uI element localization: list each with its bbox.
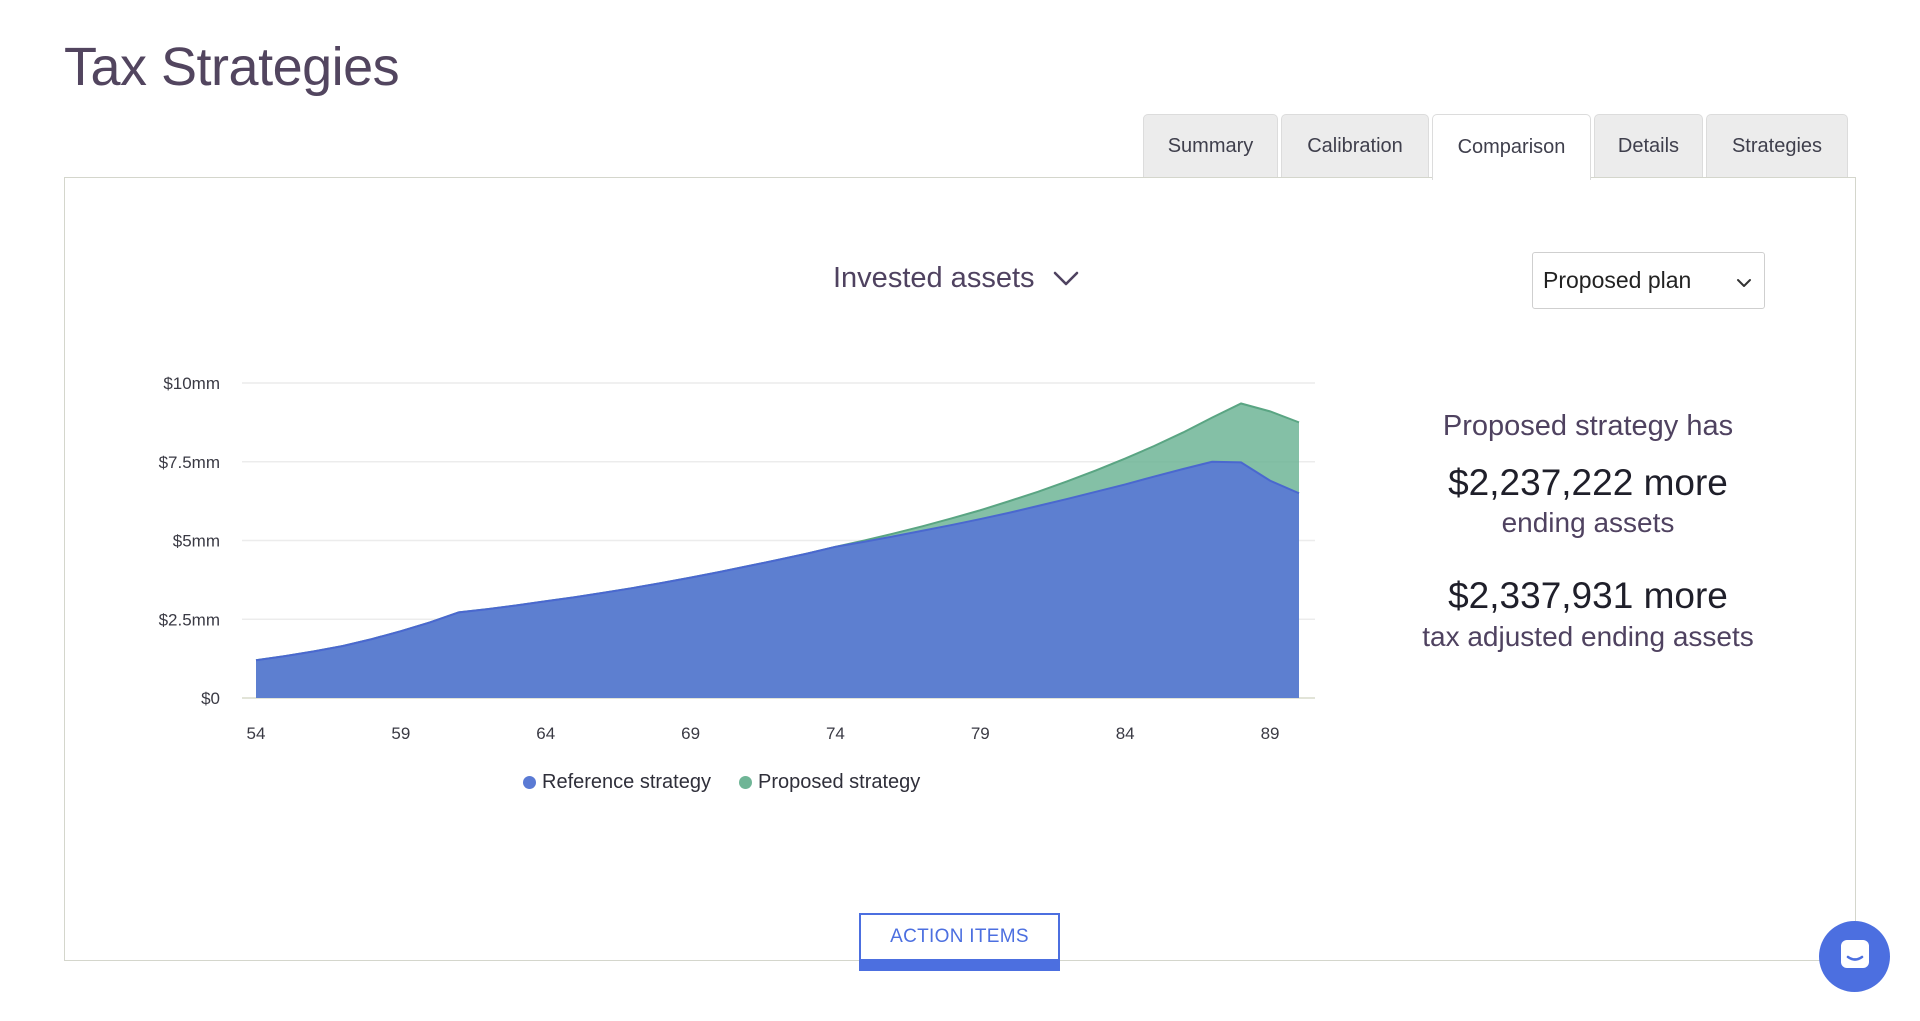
chart-legend: Reference strategy Proposed strategy bbox=[523, 771, 920, 794]
x-tick-label: 84 bbox=[1116, 724, 1135, 743]
legend-proposed[interactable]: Proposed strategy bbox=[738, 771, 921, 794]
chevron-down-icon bbox=[1053, 262, 1079, 295]
legend-reference-swatch bbox=[523, 776, 536, 789]
legend-reference[interactable]: Reference strategy bbox=[523, 771, 711, 794]
tab-strategies[interactable]: Strategies bbox=[1706, 114, 1848, 178]
legend-reference-label: Reference strategy bbox=[542, 771, 711, 793]
metric-dropdown-label: Invested assets bbox=[833, 262, 1035, 294]
tab-bar: Summary Calibration Comparison Details S… bbox=[1143, 114, 1848, 180]
summary-heading: Proposed strategy has bbox=[1442, 410, 1734, 442]
y-tick-label: $5mm bbox=[173, 532, 220, 551]
chat-launcher-button[interactable] bbox=[1819, 921, 1890, 992]
reference-strategy-line bbox=[255, 460, 1300, 662]
tab-details[interactable]: Details bbox=[1594, 114, 1703, 178]
x-tick-label: 59 bbox=[391, 724, 410, 743]
x-tick-label: 74 bbox=[826, 724, 845, 743]
x-tick-label: 54 bbox=[247, 724, 266, 743]
ending-assets-amount: $2,237,222 more bbox=[1448, 462, 1728, 503]
chevron-down-icon bbox=[1736, 267, 1752, 294]
legend-proposed-swatch bbox=[738, 776, 752, 789]
x-tick-label: 89 bbox=[1261, 724, 1280, 743]
chat-icon bbox=[1838, 937, 1872, 976]
plan-select-value: Proposed plan bbox=[1543, 267, 1692, 293]
y-tick-label: $2.5mm bbox=[159, 610, 220, 629]
reference-strategy-area bbox=[256, 461, 1299, 698]
tab-comparison[interactable]: Comparison bbox=[1432, 114, 1591, 180]
y-tick-label: $7.5mm bbox=[159, 453, 220, 472]
y-tick-label: $0 bbox=[201, 689, 220, 708]
tax-adjusted-label: tax adjusted ending assets bbox=[1422, 620, 1754, 652]
page-title: Tax Strategies bbox=[64, 37, 400, 97]
plan-select[interactable]: Proposed plan bbox=[1532, 252, 1765, 309]
x-tick-label: 79 bbox=[971, 724, 990, 743]
y-tick-label: $10mm bbox=[163, 374, 220, 393]
x-tick-label: 64 bbox=[536, 724, 555, 743]
metric-dropdown[interactable]: Invested assets bbox=[833, 262, 1079, 295]
x-tick-label: 69 bbox=[681, 724, 700, 743]
legend-proposed-label: Proposed strategy bbox=[757, 771, 921, 793]
tab-summary[interactable]: Summary bbox=[1143, 114, 1278, 178]
ending-assets-label: ending assets bbox=[1501, 507, 1675, 539]
tax-adjusted-amount: $2,337,931 more bbox=[1448, 575, 1728, 617]
action-items-button[interactable]: ACTION ITEMS bbox=[859, 913, 1060, 971]
comparison-summary: Proposed strategy has $2,237,222 more en… bbox=[1388, 410, 1788, 688]
tab-calibration[interactable]: Calibration bbox=[1281, 114, 1429, 178]
